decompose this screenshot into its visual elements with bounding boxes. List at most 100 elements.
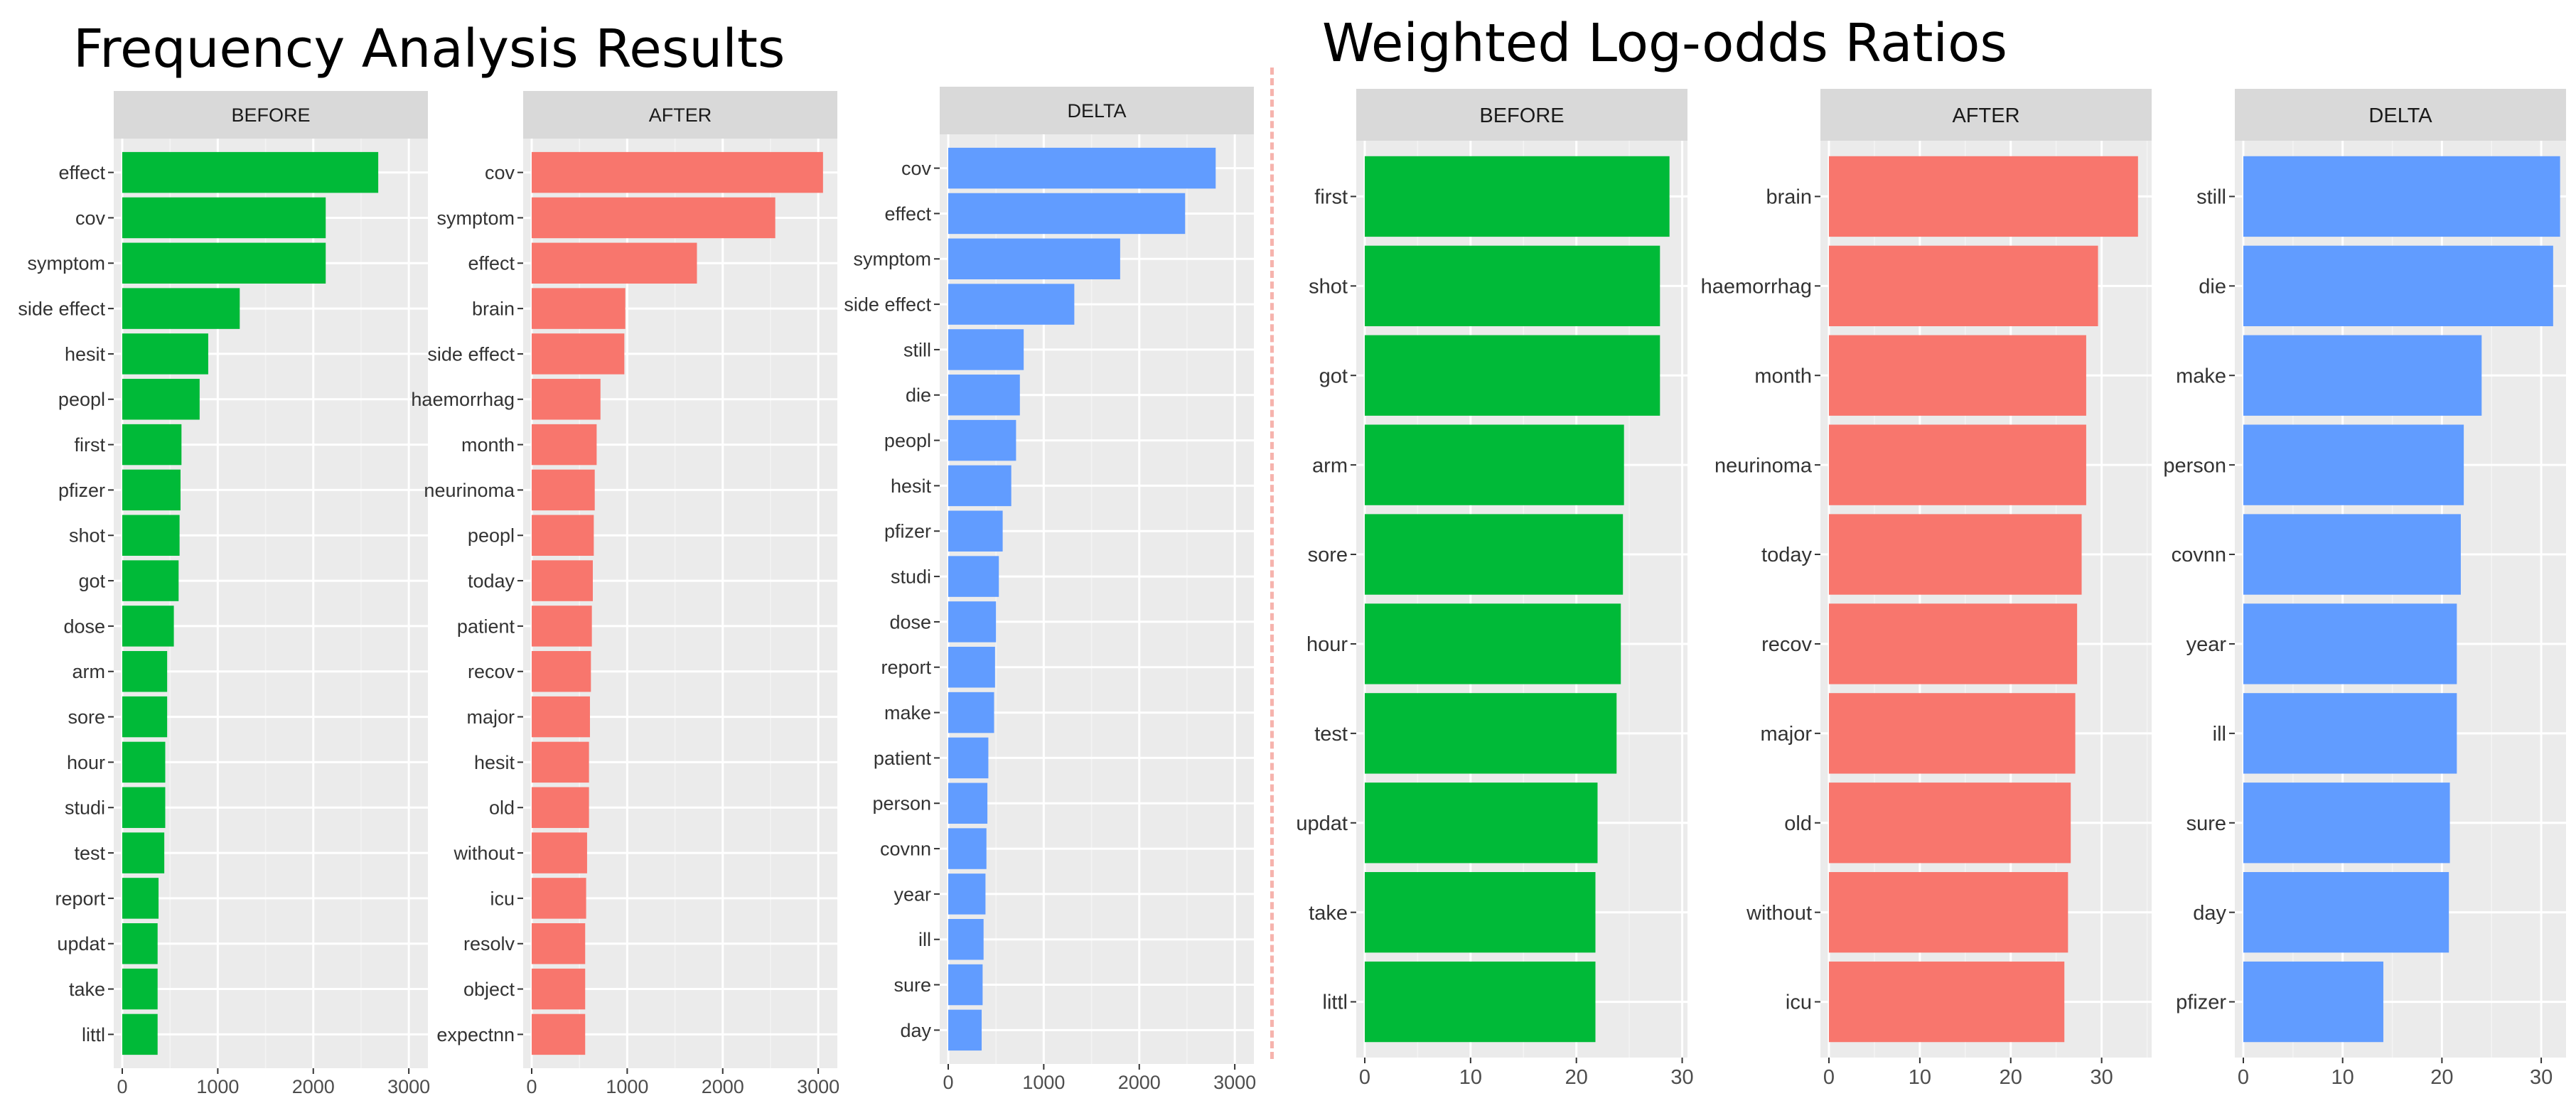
bar-recov: [1829, 603, 2078, 684]
bar-peopl: [122, 379, 200, 420]
category-label: recov: [1761, 633, 1812, 656]
bar-arm: [1365, 424, 1624, 505]
facet-strip-label: BEFORE: [1479, 104, 1564, 127]
bar-cov: [532, 151, 823, 193]
category-label: recov: [468, 661, 515, 682]
category-label: icu: [1786, 991, 1812, 1014]
bar-icu: [532, 878, 586, 919]
bar-haemorrhag: [1829, 245, 2098, 326]
category-label: symptom: [436, 208, 515, 229]
bar-symptom: [122, 242, 326, 284]
category-label: person: [2163, 454, 2226, 477]
category-label: side effect: [427, 343, 515, 365]
facet-strip-label: BEFORE: [231, 104, 310, 126]
category-label: dose: [63, 615, 105, 637]
facet-panel-delta-logodds: DELTA 0 10 20 30 still die make person covnn year i…: [2163, 89, 2566, 1089]
bar-expectnn: [532, 1013, 586, 1055]
bar-cov: [948, 147, 1216, 189]
category-label: shot: [69, 525, 106, 547]
category-label: cov: [485, 162, 515, 183]
facet-panel-delta-frequency: DELTA 0 1000 2000 3000 cov effect symptom side e…: [844, 87, 1256, 1093]
bar-without: [1829, 872, 2068, 953]
bar-brain: [1829, 156, 2138, 237]
category-label: side effect: [18, 299, 105, 320]
category-label: test: [1314, 723, 1348, 746]
facet-strip: [523, 91, 837, 139]
category-label: month: [461, 434, 515, 456]
category-label: ill: [2213, 723, 2226, 746]
category-label: person: [872, 793, 931, 814]
category-label: month: [1754, 365, 1812, 387]
category-label: year: [893, 883, 931, 905]
bar-sore: [1365, 514, 1624, 595]
category-label: effect: [58, 162, 105, 183]
bar-test: [1365, 693, 1617, 774]
x-tick-label: 3000: [797, 1076, 839, 1097]
bar-today: [1829, 514, 2082, 595]
category-label: side effect: [844, 294, 931, 316]
category-label: pfizer: [884, 521, 931, 542]
bar-hesit: [532, 741, 589, 783]
x-tick-label: 2000: [1118, 1072, 1161, 1093]
category-label: updat: [1296, 812, 1348, 835]
category-label: day: [2193, 902, 2226, 925]
bar-pfizer: [122, 469, 181, 511]
bar-symptom: [948, 238, 1120, 279]
bar-patient: [532, 606, 592, 647]
bar-resolv: [532, 923, 586, 964]
category-label: hour: [1306, 633, 1348, 656]
bar-got: [1365, 335, 1660, 416]
category-label: pfizer: [58, 480, 105, 501]
facet-strip-label: DELTA: [2368, 104, 2432, 127]
category-label: littl: [1323, 991, 1348, 1014]
right-section-title: Weighted Log-odds Ratios: [1322, 13, 2007, 74]
bar-pfizer: [2243, 961, 2383, 1043]
category-label: old: [489, 797, 515, 819]
bar-got: [122, 560, 179, 601]
bar-pfizer: [948, 510, 1003, 552]
category-label: old: [1784, 812, 1812, 835]
category-label: arm: [73, 661, 106, 682]
bar-take: [122, 968, 158, 1010]
category-label: today: [468, 571, 515, 592]
x-tick-label: 10: [1459, 1066, 1482, 1089]
x-tick-label: 20: [2000, 1066, 2022, 1089]
left-section-title: Frequency Analysis Results: [73, 18, 785, 80]
bar-still: [948, 329, 1024, 370]
category-label: die: [906, 385, 931, 406]
category-label: expectnn: [436, 1024, 515, 1045]
category-label: make: [2176, 365, 2226, 387]
bar-make: [2243, 335, 2482, 416]
x-tick-label: 0: [1823, 1066, 1835, 1089]
bar-dose: [948, 601, 997, 642]
section-divider: [1270, 68, 1274, 1059]
bar-ill: [2243, 693, 2457, 774]
bar-report: [948, 647, 995, 688]
category-label: haemorrhag: [411, 389, 515, 410]
bar-month: [532, 424, 597, 466]
x-tick-label: 30: [2530, 1066, 2553, 1089]
category-label: got: [78, 571, 105, 592]
bar-side-effect: [532, 333, 625, 375]
bar-old: [532, 787, 589, 828]
bar-today: [532, 560, 593, 601]
bar-sure: [948, 964, 983, 1006]
category-label: sure: [2186, 812, 2226, 835]
bar-major: [532, 696, 590, 738]
facet-panel-after-frequency: AFTER 0 1000 2000 3000 cov symptom effect brain s…: [411, 91, 839, 1097]
bar-arm: [122, 651, 168, 692]
bar-day: [2243, 872, 2449, 953]
x-tick-label: 10: [2331, 1066, 2354, 1089]
x-tick-label: 1000: [196, 1076, 239, 1097]
bar-test: [122, 832, 165, 873]
facet-strip-label: AFTER: [1952, 104, 2019, 127]
category-label: arm: [1312, 454, 1348, 477]
category-label: take: [1309, 902, 1348, 925]
bar-side-effect: [948, 284, 1075, 325]
bar-haemorrhag: [532, 379, 601, 420]
bar-object: [532, 968, 586, 1010]
bar-effect: [948, 193, 1186, 235]
bar-major: [1829, 693, 2076, 774]
